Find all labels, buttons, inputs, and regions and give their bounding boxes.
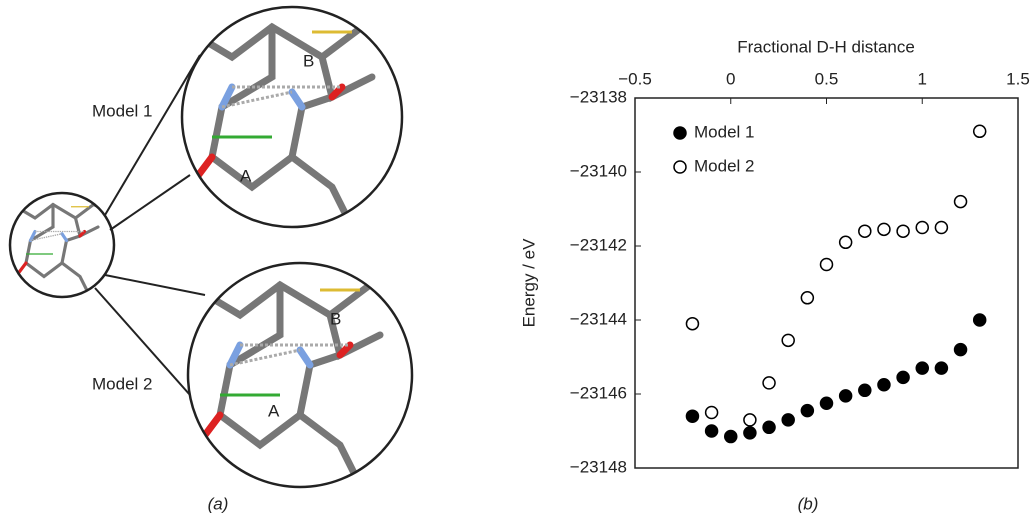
point: [801, 292, 813, 304]
point: [897, 371, 909, 383]
y-tick-label: −23148: [570, 457, 627, 476]
point: [763, 421, 775, 433]
ring-label: B: [330, 309, 341, 328]
y-tick-label: −23140: [570, 161, 627, 180]
y-tick-label: −23144: [570, 309, 627, 328]
legend-label: Model 2: [694, 156, 754, 175]
point: [744, 427, 756, 439]
ring-label: A: [240, 166, 252, 185]
point: [801, 405, 813, 417]
point: [897, 225, 909, 237]
point: [763, 377, 775, 389]
point: [974, 125, 986, 137]
caption: (b): [798, 494, 819, 513]
panel-a: Model 1 Model 2 A B A B (a): [10, 7, 420, 513]
point: [916, 222, 928, 234]
point: [974, 314, 986, 326]
point: [916, 362, 928, 374]
y-tick-label: −23146: [570, 383, 627, 402]
legend-marker: [674, 161, 686, 173]
point: [821, 397, 833, 409]
point: [878, 223, 890, 235]
point: [782, 414, 794, 426]
x-tick-label: 0: [726, 69, 735, 88]
x-axis-label: Fractional D-H distance: [737, 37, 915, 56]
point: [859, 384, 871, 396]
x-tick-label: 1: [918, 69, 927, 88]
legend-marker: [674, 127, 686, 139]
point: [686, 318, 698, 330]
ring-label: B: [303, 51, 314, 70]
x-tick-label: 1.5: [1006, 69, 1030, 88]
x-tick-label: −0.5: [618, 69, 652, 88]
point: [744, 414, 756, 426]
point: [686, 410, 698, 422]
point: [859, 225, 871, 237]
figure: Model 1 Model 2 A B A B (a) Fractional D…: [0, 0, 1032, 520]
model-label: Model 2: [92, 374, 152, 393]
point: [706, 425, 718, 437]
y-tick-label: −23142: [570, 235, 627, 254]
point: [878, 379, 890, 391]
y-tick-label: −23138: [570, 87, 627, 106]
caption: (a): [208, 494, 229, 513]
point: [935, 362, 947, 374]
x-tick-label: 0.5: [815, 69, 839, 88]
point: [725, 431, 737, 443]
point: [955, 344, 967, 356]
point: [840, 390, 852, 402]
point: [706, 407, 718, 419]
model-label: Model 1: [92, 101, 152, 120]
point: [955, 196, 967, 208]
point: [782, 334, 794, 346]
point: [840, 236, 852, 248]
point: [935, 222, 947, 234]
y-axis-label: Energy / eV: [519, 238, 538, 327]
point: [821, 259, 833, 271]
legend-label: Model 1: [694, 122, 754, 141]
ring-label: A: [268, 401, 280, 420]
